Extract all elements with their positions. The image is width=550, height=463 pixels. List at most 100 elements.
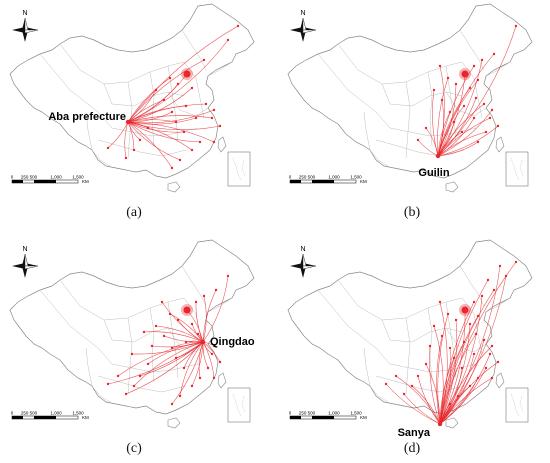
flow-line	[191, 341, 204, 387]
flow-line	[439, 385, 471, 425]
province-border	[369, 149, 389, 167]
flow-line	[437, 117, 491, 157]
destination-point	[480, 58, 484, 62]
scale-tick-3: 1,500	[72, 411, 84, 416]
province-border	[337, 43, 391, 105]
china-boundary	[287, 239, 533, 415]
inset-dashline	[519, 159, 524, 177]
destination-point	[448, 402, 452, 406]
scale-tick-0: 0	[11, 175, 14, 180]
destination-point	[432, 324, 436, 328]
destination-point	[394, 374, 398, 378]
inset-frame	[505, 387, 529, 423]
flow-line	[437, 65, 475, 157]
map-c: N 0 250 500 1,000 1,500 KM Qingdao	[9, 239, 255, 429]
destination-point	[174, 120, 178, 124]
destination-point	[454, 82, 458, 86]
flow-line	[139, 341, 204, 377]
scale-tick-1: 250 500	[299, 175, 316, 180]
flow-line	[437, 111, 451, 157]
destination-point	[190, 322, 194, 326]
destination-point	[452, 120, 456, 124]
destination-point	[218, 124, 222, 128]
flow-line	[439, 353, 491, 425]
flow-line	[161, 301, 204, 343]
province-border	[91, 385, 111, 403]
south-china-sea-inset	[505, 151, 529, 187]
scale-unit: KM	[360, 415, 367, 420]
province-border	[445, 91, 487, 117]
flow-line	[437, 79, 479, 157]
flow-line	[127, 115, 213, 123]
province-border	[85, 111, 93, 151]
origin-point	[437, 421, 443, 427]
destination-point	[226, 38, 230, 42]
destination-point	[476, 314, 480, 318]
destination-point	[496, 124, 500, 128]
inset-frame	[505, 151, 529, 187]
flow-line	[127, 77, 171, 123]
destination-point	[190, 384, 194, 388]
flow-line	[202, 341, 221, 363]
flow-line	[202, 341, 215, 379]
origin-city-label: Guilin	[418, 167, 449, 179]
flow-line	[202, 275, 229, 343]
province-border	[317, 289, 391, 365]
flow-line	[202, 289, 217, 343]
destination-point	[476, 78, 480, 82]
province-border	[427, 71, 433, 147]
destination-point	[504, 274, 508, 278]
province-border	[405, 317, 411, 395]
flow-line	[439, 261, 517, 425]
scale-bar: 0 250 500 1,000 1,500 KM	[11, 411, 89, 421]
destination-point	[132, 384, 136, 388]
beijing-dot	[461, 306, 469, 314]
destination-point	[440, 98, 444, 102]
scale-tick-2: 1,000	[328, 175, 340, 180]
province-border	[337, 279, 391, 341]
flow-line	[127, 121, 215, 143]
scale-tick-1: 250 500	[21, 175, 38, 180]
destination-point	[162, 98, 166, 102]
province-border	[389, 91, 463, 107]
china-outline	[9, 239, 255, 429]
destination-point	[176, 318, 180, 322]
north-arrow-icon: N	[12, 10, 39, 42]
flow-line	[437, 65, 445, 157]
destination-point	[476, 140, 480, 144]
destination-point	[462, 104, 466, 108]
destination-point	[482, 338, 486, 342]
destination-point	[184, 340, 188, 344]
destination-point	[146, 126, 150, 130]
flow-line	[127, 89, 157, 123]
beijing-marker	[459, 68, 471, 80]
destination-point	[190, 148, 194, 152]
destination-point	[198, 376, 202, 380]
destination-point	[446, 312, 450, 316]
scale-tick-3: 1,500	[350, 411, 362, 416]
flow-line	[425, 363, 441, 425]
scale-bar: 0 250 500 1,000 1,500 KM	[289, 411, 367, 421]
destination-point	[154, 88, 158, 92]
destination-point	[194, 116, 198, 120]
province-border	[375, 139, 465, 157]
province-border	[427, 307, 433, 383]
flow-line	[425, 127, 439, 157]
destination-point	[196, 332, 200, 336]
province-border	[485, 61, 511, 77]
destination-point	[212, 376, 216, 380]
flow-line	[127, 121, 173, 169]
destination-point	[178, 394, 182, 398]
inset-dashline	[241, 395, 246, 413]
destination-point	[210, 116, 214, 120]
destination-point	[162, 334, 166, 338]
province-border	[39, 289, 113, 365]
panel-caption: (c)	[126, 441, 142, 456]
hainan-island	[445, 417, 459, 429]
destination-point	[448, 346, 452, 350]
beijing-dot	[183, 70, 191, 78]
hainan-island	[167, 417, 181, 429]
destination-point	[174, 356, 178, 360]
destination-point	[160, 300, 164, 304]
scale-tick-3: 1,500	[350, 175, 362, 180]
